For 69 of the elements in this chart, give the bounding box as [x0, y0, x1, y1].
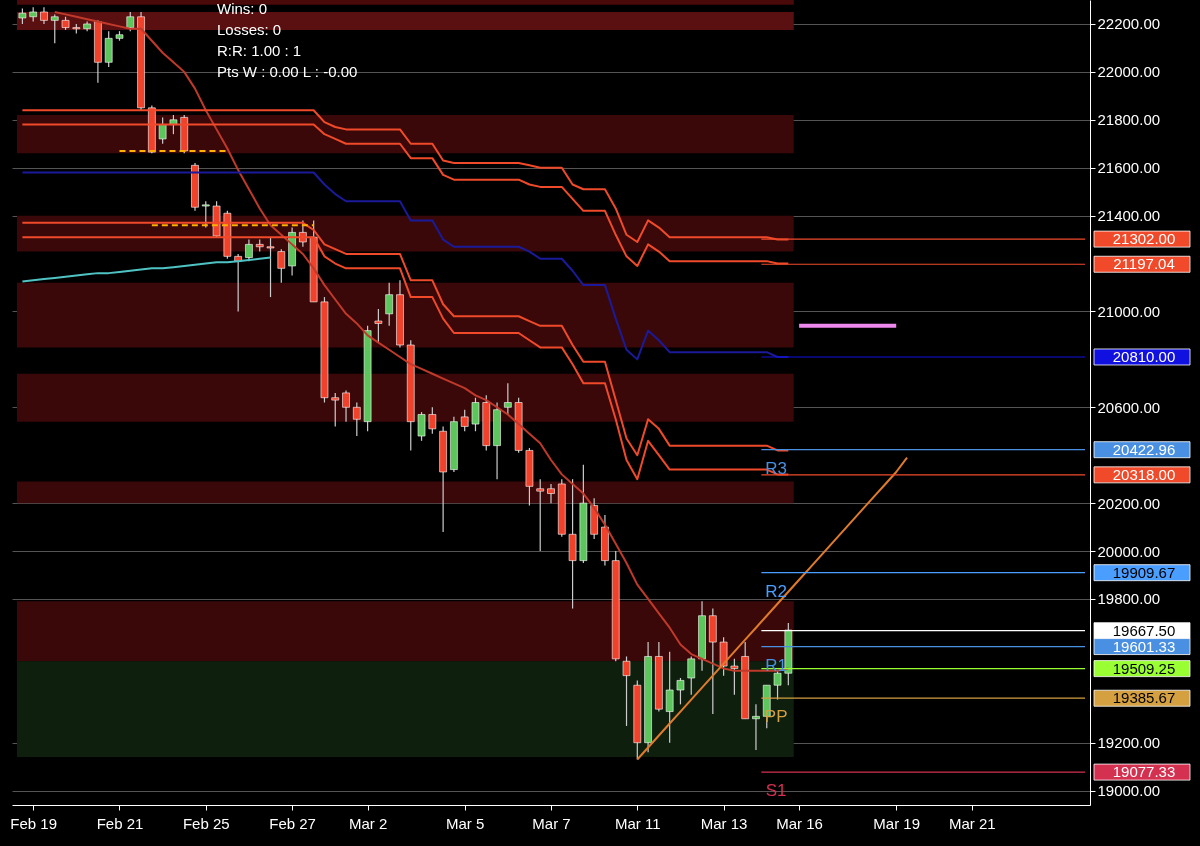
candlestick: [201, 200, 210, 229]
y-tick-label: 21000.00: [1097, 302, 1161, 320]
candlestick: [126, 11, 135, 32]
candlestick: [504, 382, 512, 416]
candlestick: [665, 651, 674, 744]
annotation: R2: [765, 581, 788, 601]
x-tick-label: Mar 16: [776, 814, 823, 832]
candlestick: [428, 406, 437, 435]
candlestick: [331, 392, 340, 428]
ref-line-label: 20318.00: [1112, 465, 1176, 483]
y-tick-label: 21400.00: [1097, 207, 1161, 225]
ref-line-label: 19909.67: [1112, 563, 1176, 581]
ref-line-label: 19509.25: [1112, 659, 1176, 677]
annotation: S1: [765, 781, 787, 801]
x-tick-label: Mar 13: [700, 814, 748, 832]
x-tick-label: Feb 25: [182, 814, 230, 832]
candlestick: [687, 655, 696, 696]
annotation: R3: [765, 458, 788, 478]
ref-line-label: 19601.33: [1112, 637, 1176, 655]
y-tick-label: 19800.00: [1097, 590, 1161, 608]
x-tick-label: Mar 2: [348, 814, 388, 832]
y-tick-label: 20200.00: [1097, 494, 1161, 512]
candlestick: [676, 677, 685, 705]
candlestick: [417, 411, 426, 442]
candlestick: [622, 655, 631, 727]
candlestick: [730, 658, 739, 696]
ref-line-label: 21302.00: [1112, 230, 1176, 248]
candlestick: [536, 478, 545, 552]
ref-line-label: 19077.33: [1112, 763, 1176, 781]
candlestick: [719, 636, 728, 677]
y-tick-label: 22200.00: [1097, 15, 1161, 33]
ref-line-label: 20810.00: [1112, 347, 1176, 365]
ref-line-label: 20422.96: [1112, 440, 1176, 458]
annotation: Wins: 0: [217, 0, 268, 17]
x-tick-label: Feb 27: [269, 814, 316, 832]
candlestick: [374, 308, 383, 344]
candlestick: [547, 483, 555, 504]
candlestick: [353, 401, 361, 437]
candlestick: [773, 670, 782, 701]
candlestick: [752, 703, 760, 751]
candlestick: [342, 389, 350, 423]
ref-line-label: 21197.04: [1113, 255, 1175, 273]
x-tick-label: Mar 11: [615, 814, 661, 832]
x-tick-label: Mar 5: [446, 814, 485, 832]
y-tick-label: 20000.00: [1097, 542, 1161, 560]
x-tick-label: Mar 7: [532, 814, 571, 832]
y-tick-label: 20600.00: [1097, 398, 1161, 416]
candlestick: [104, 30, 113, 68]
candlestick: [460, 409, 469, 432]
candlestick: [50, 13, 59, 44]
y-tick-label: 22000.00: [1097, 63, 1161, 81]
y-tick-label: 19000.00: [1097, 782, 1161, 800]
candlestick: [471, 397, 480, 432]
x-tick-label: Mar 21: [948, 814, 996, 832]
x-tick-label: Feb 19: [10, 814, 58, 832]
candlestick: [277, 248, 286, 284]
ref-line-label: 19385.67: [1112, 689, 1176, 707]
candlestick: [385, 282, 393, 327]
annotation: Pts W : 0.00 L : -0.00: [217, 63, 358, 80]
line-series: [636, 456, 908, 761]
candlestick: [158, 116, 167, 145]
annotation: Losses: 0: [217, 21, 282, 38]
annotation: R:R: 1.00 : 1: [217, 42, 302, 59]
y-tick-label: 21600.00: [1097, 159, 1161, 177]
y-tick-label: 21800.00: [1097, 111, 1161, 129]
y-tick-label: 19200.00: [1097, 734, 1161, 752]
x-tick-label: Mar 19: [873, 814, 921, 832]
x-tick-label: Feb 21: [96, 814, 144, 832]
ref-line-label: 19667.50: [1112, 621, 1176, 639]
